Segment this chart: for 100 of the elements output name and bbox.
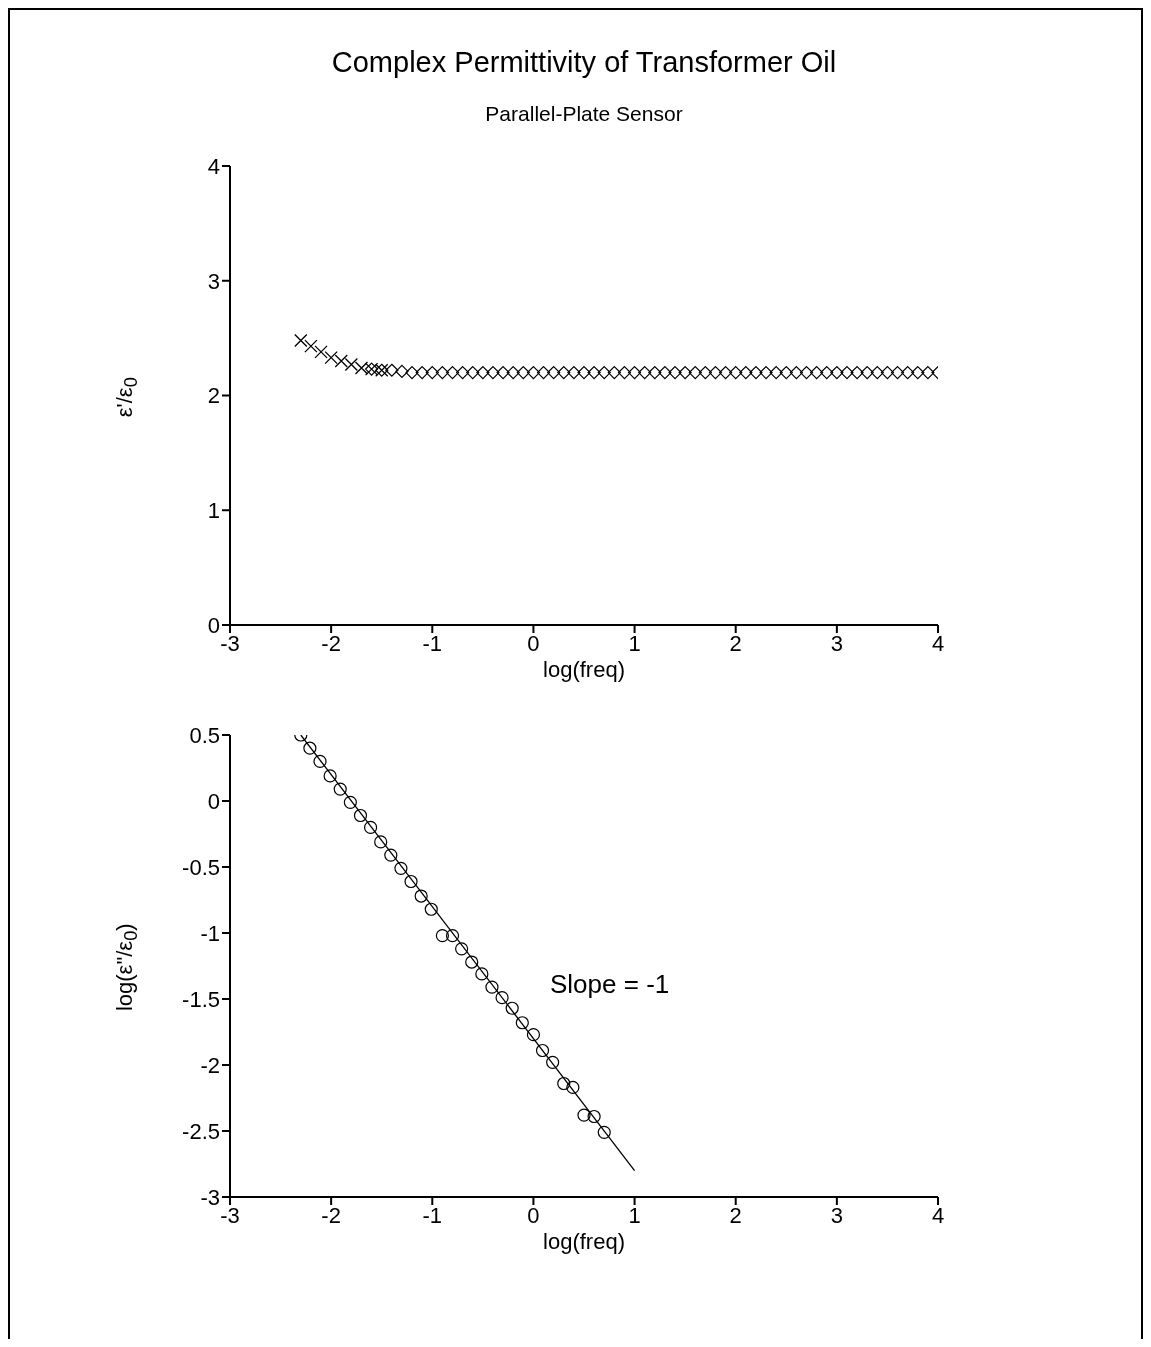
x-tick-label: -2	[321, 1202, 341, 1228]
y-tick-label: 4	[207, 153, 220, 179]
point	[547, 365, 561, 380]
point	[648, 365, 662, 380]
x-tick-label: 3	[830, 630, 843, 656]
point	[860, 365, 874, 380]
point	[496, 365, 510, 380]
point	[535, 1043, 550, 1058]
point	[870, 365, 884, 380]
x-tick-label: 4	[931, 1202, 945, 1228]
point	[668, 365, 682, 380]
point	[363, 820, 378, 834]
point	[344, 357, 359, 372]
point	[314, 345, 328, 359]
x-tick-label: -2	[321, 630, 341, 656]
point	[424, 902, 438, 916]
point	[466, 365, 480, 380]
y-tick-label: -0.5	[182, 854, 220, 880]
point	[789, 365, 803, 380]
y-tick-label: -2.5	[182, 1118, 220, 1144]
point	[394, 861, 408, 875]
x-tick-label: 1	[628, 1202, 641, 1228]
point	[627, 365, 642, 380]
point	[719, 365, 733, 380]
y-tick-label: -2	[200, 1052, 220, 1078]
point	[607, 365, 621, 380]
point	[516, 365, 530, 380]
point	[374, 835, 388, 849]
point	[456, 365, 470, 380]
point	[485, 980, 499, 994]
point	[769, 365, 783, 380]
point	[739, 365, 753, 380]
point	[395, 364, 409, 378]
point	[506, 365, 520, 380]
y-tick-label: 1	[207, 498, 220, 524]
point	[445, 929, 460, 943]
point	[313, 754, 327, 768]
point	[587, 1109, 601, 1124]
point	[557, 1076, 571, 1091]
x-tick-label: 0	[527, 630, 540, 656]
point	[404, 874, 418, 889]
y-tick-label: -1	[200, 920, 220, 946]
point	[405, 365, 419, 380]
point	[921, 365, 935, 380]
point	[486, 365, 500, 380]
point	[455, 942, 469, 956]
point	[820, 365, 834, 380]
x-tick-label: -1	[422, 630, 443, 656]
point	[688, 365, 702, 380]
point	[850, 365, 864, 380]
point	[334, 354, 348, 368]
x-tick-label: 4	[931, 630, 945, 656]
point	[333, 782, 347, 796]
point	[597, 1125, 611, 1139]
point	[749, 365, 763, 380]
point	[384, 848, 398, 862]
point	[729, 365, 743, 380]
point	[465, 955, 479, 969]
point	[415, 365, 429, 380]
point	[587, 365, 601, 380]
y-tick-label: 0	[207, 788, 220, 814]
point	[759, 365, 773, 380]
point	[880, 365, 895, 380]
x-tick-label: 3	[830, 1202, 843, 1228]
y-tick-label: -1.5	[182, 986, 220, 1012]
chart-title: Complex Permittivity of Transformer Oil	[330, 46, 838, 79]
point	[638, 365, 652, 380]
point	[546, 1055, 560, 1069]
point	[323, 769, 337, 783]
point	[678, 365, 692, 380]
point	[840, 365, 854, 380]
x-tick-label: 2	[729, 630, 742, 656]
y-tick-label: 3	[207, 268, 220, 294]
point	[515, 1016, 529, 1030]
point	[414, 889, 428, 903]
point	[526, 365, 541, 380]
point	[658, 365, 672, 380]
point	[566, 1080, 580, 1095]
point	[445, 365, 460, 380]
point	[505, 1001, 519, 1015]
point	[435, 365, 449, 380]
point	[810, 365, 824, 380]
point	[698, 365, 712, 380]
x-tick-label: 0	[527, 1202, 540, 1228]
point	[476, 365, 490, 380]
chart-subtitle: Parallel-Plate Sensor	[484, 102, 684, 126]
point	[567, 365, 581, 380]
x-axis-title: log(freq)	[542, 1229, 626, 1255]
annotation: Slope = -1	[550, 969, 670, 1000]
y-tick-label: -3	[200, 1184, 220, 1210]
y-tick-label: 0	[207, 612, 220, 638]
point	[830, 365, 844, 380]
x-tick-label: 2	[729, 1202, 742, 1228]
point	[890, 365, 905, 380]
point	[304, 339, 318, 353]
y-tick-label: 2	[207, 383, 220, 409]
point	[435, 929, 449, 943]
point	[385, 363, 399, 377]
point	[324, 350, 338, 365]
point	[425, 365, 439, 380]
